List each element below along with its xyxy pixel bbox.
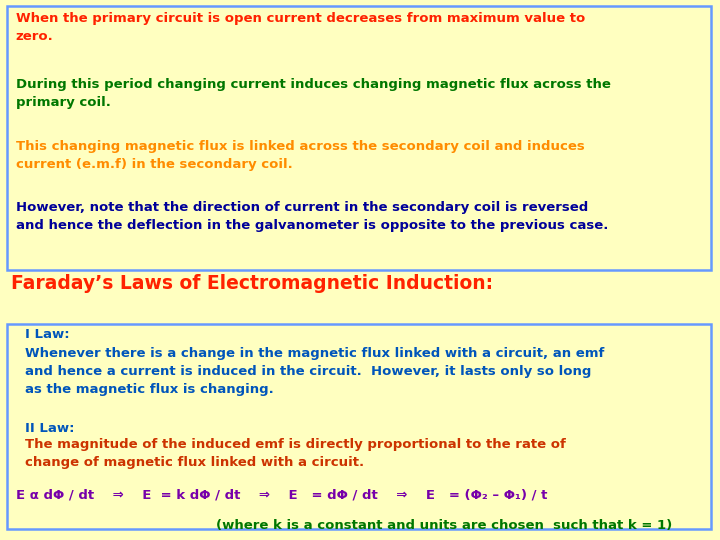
Text: The magnitude of the induced emf is directly proportional to the rate of
change : The magnitude of the induced emf is dire… bbox=[25, 438, 566, 469]
Text: During this period changing current induces changing magnetic flux across the
pr: During this period changing current indu… bbox=[16, 78, 611, 109]
Text: (where k is a constant and units are chosen  such that k = 1): (where k is a constant and units are cho… bbox=[216, 519, 672, 532]
Text: This changing magnetic flux is linked across the secondary coil and induces
curr: This changing magnetic flux is linked ac… bbox=[16, 140, 585, 171]
Text: Faraday’s Laws of Electromagnetic Induction:: Faraday’s Laws of Electromagnetic Induct… bbox=[11, 274, 493, 293]
Text: E α dΦ / dt    ⇒    E  = k dΦ / dt    ⇒    E   = dΦ / dt    ⇒    E   = (Φ₂ – Φ₁): E α dΦ / dt ⇒ E = k dΦ / dt ⇒ E = dΦ / d… bbox=[16, 488, 547, 501]
Text: However, note that the direction of current in the secondary coil is reversed
an: However, note that the direction of curr… bbox=[16, 201, 608, 232]
Text: I Law:: I Law: bbox=[25, 328, 70, 341]
Text: II Law:: II Law: bbox=[25, 422, 75, 435]
Text: When the primary circuit is open current decreases from maximum value to
zero.: When the primary circuit is open current… bbox=[16, 12, 585, 43]
Text: Whenever there is a change in the magnetic flux linked with a circuit, an emf
an: Whenever there is a change in the magnet… bbox=[25, 347, 605, 396]
FancyBboxPatch shape bbox=[7, 324, 711, 529]
FancyBboxPatch shape bbox=[7, 6, 711, 270]
